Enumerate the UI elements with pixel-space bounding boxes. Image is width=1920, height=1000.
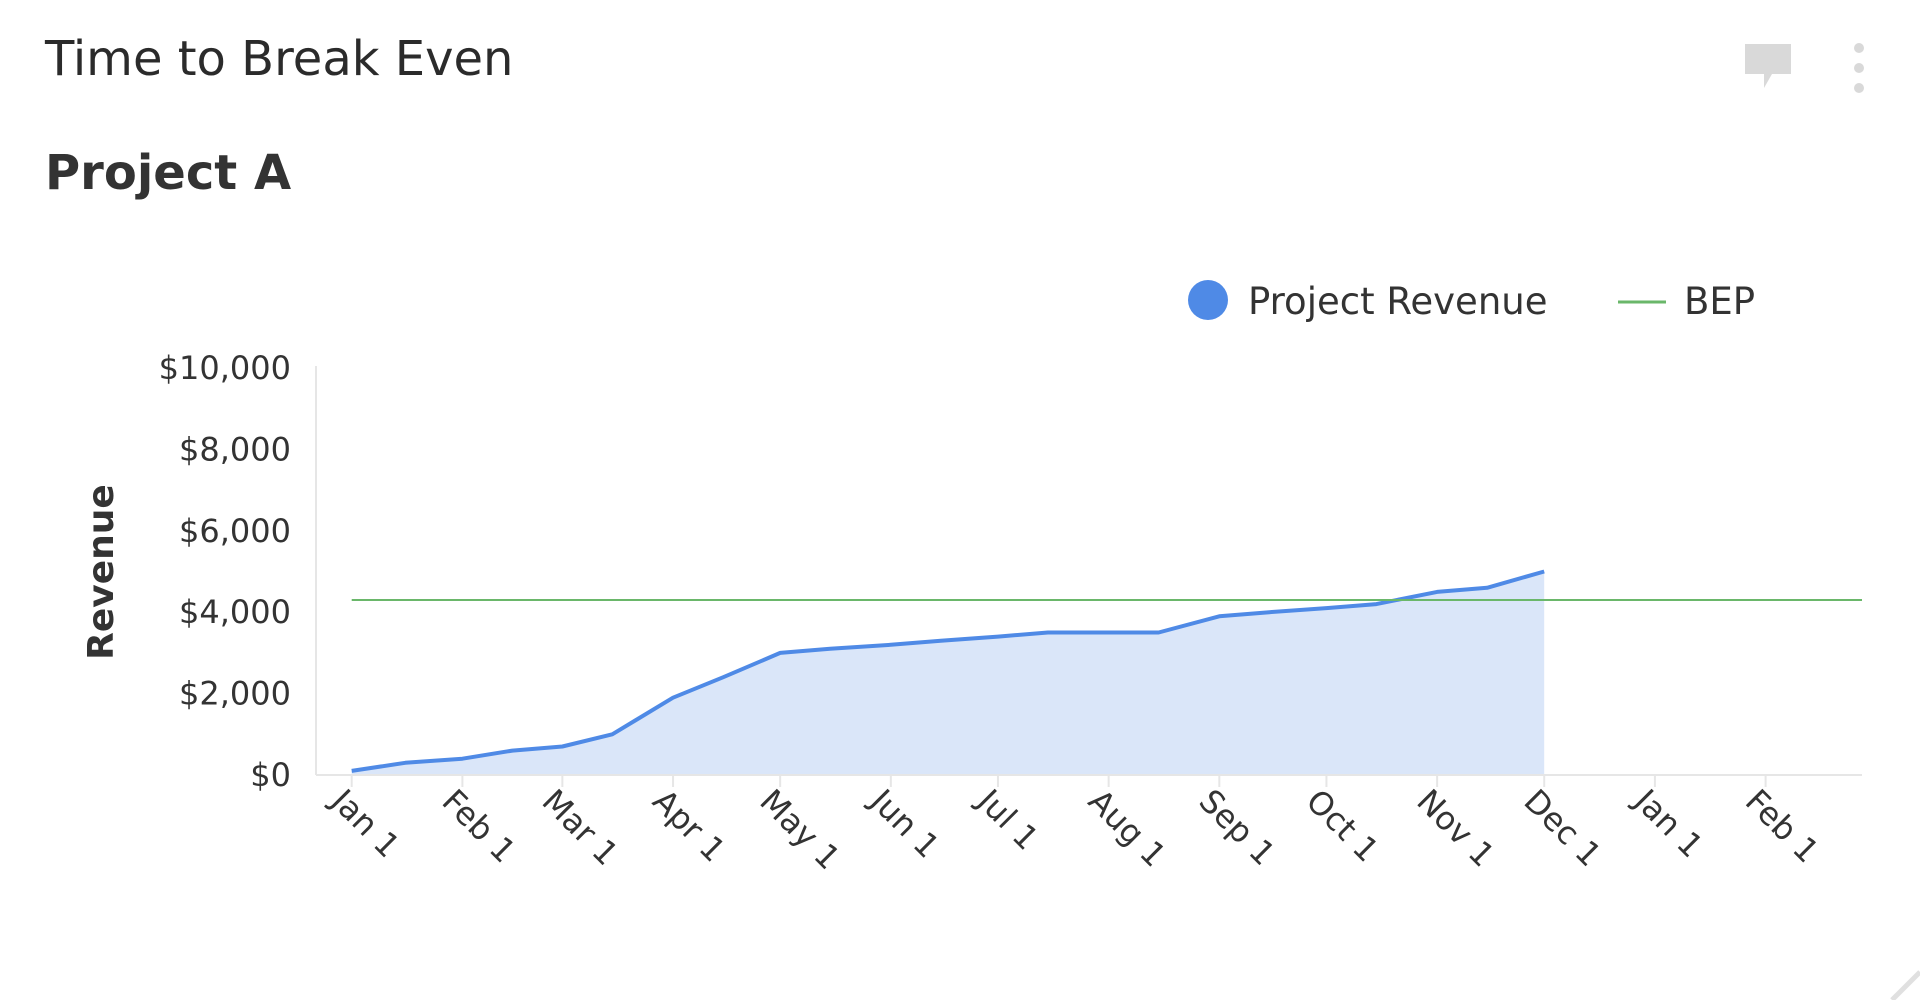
- x-tick-label: Oct 1: [1299, 782, 1387, 870]
- plot-area: [351, 569, 1862, 775]
- y-axis-title: Revenue: [81, 484, 122, 660]
- y-tick-label: $10,000: [159, 349, 291, 387]
- x-tick-label: Sep 1: [1192, 782, 1283, 873]
- x-tick-label: May 1: [753, 782, 848, 877]
- x-tick-label: Jan 1: [1626, 780, 1711, 865]
- y-tick-label: $4,000: [179, 593, 291, 631]
- y-tick-label: $8,000: [179, 430, 291, 468]
- chart-legend: Project Revenue BEP: [1188, 280, 1755, 323]
- comment-icon[interactable]: [1742, 40, 1794, 92]
- legend-label-project-revenue[interactable]: Project Revenue: [1248, 280, 1548, 323]
- more-vertical-icon[interactable]: [1846, 40, 1872, 96]
- x-tick-label: Dec 1: [1517, 782, 1609, 874]
- y-tick-label: $0: [250, 756, 291, 794]
- x-tick-label: Aug 1: [1081, 782, 1174, 875]
- x-tick-label: Apr 1: [645, 782, 733, 870]
- x-tick-label: Feb 1: [1738, 782, 1827, 871]
- legend-marker-project-revenue[interactable]: [1188, 280, 1228, 320]
- x-tick-label: Jul 1: [969, 780, 1046, 857]
- resize-handle-icon[interactable]: [1886, 966, 1920, 1000]
- x-tick-label: Mar 1: [535, 782, 626, 873]
- x-tick-label: Nov 1: [1409, 782, 1502, 875]
- y-tick-label: $2,000: [179, 675, 291, 713]
- x-axis: Jan 1 Feb 1 Mar 1 Apr 1 May 1 Jun 1 Jul 1 Aug 1…: [316, 774, 1862, 877]
- x-tick-label: Feb 1: [435, 782, 524, 871]
- series-area-project-revenue: [351, 571, 1545, 775]
- x-tick-label: Jun 1: [862, 780, 947, 865]
- y-axis: $0 $2,000 $4,000 $6,000 $8,000 $10,000 Revenue: [81, 349, 317, 794]
- widget-title: Time to Break Even: [45, 31, 514, 87]
- x-tick-label: Jan 1: [323, 780, 408, 865]
- series-line-project-revenue: [351, 569, 1545, 773]
- legend-label-bep[interactable]: BEP: [1684, 280, 1755, 323]
- chart-subtitle: Project A: [45, 145, 292, 201]
- y-tick-label: $6,000: [179, 512, 291, 550]
